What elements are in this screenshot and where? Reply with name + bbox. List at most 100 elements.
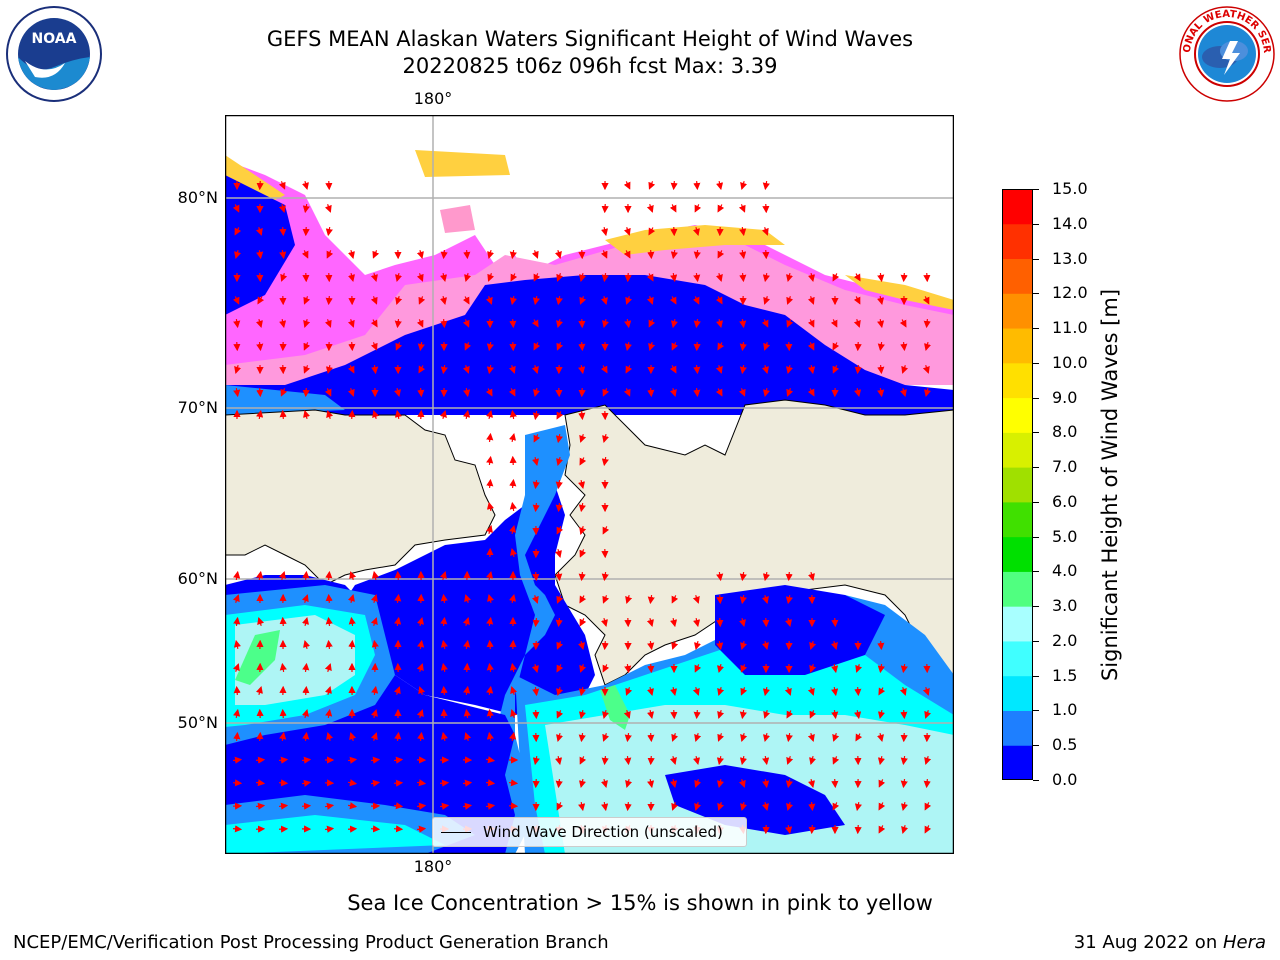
wind-wave-arrow [670,686,678,697]
wind-wave-arrow [532,755,540,766]
wind-wave-arrow [256,249,264,260]
wind-wave-arrow [555,755,563,766]
wind-wave-arrow [601,778,608,789]
wind-wave-arrow [347,825,358,833]
wind-wave-arrow [900,272,908,283]
wind-wave-arrow [601,571,609,582]
wind-wave-arrow [738,204,746,213]
wind-wave-arrow [854,387,862,398]
wind-wave-arrow [556,411,564,420]
wind-wave-arrow [509,409,517,420]
wind-wave-arrow [462,319,470,328]
wind-wave-arrow [692,687,700,696]
wind-wave-arrow [556,342,564,351]
wind-wave-arrow [762,755,770,766]
wind-wave-arrow [303,342,311,351]
wind-wave-arrow [625,595,633,604]
wind-wave-arrow [532,410,540,421]
chart-subtitle: 20220825 t06z 096h fcst Max: 3.39 [402,54,778,78]
wind-wave-arrow [347,365,355,374]
wind-wave-arrow [877,295,885,306]
wind-wave-arrow [831,778,839,789]
wind-wave-arrow [440,639,448,650]
nws-logo: NATIONAL WEATHER SERVICE [1178,5,1275,102]
wind-wave-arrow [763,710,771,719]
wind-wave-arrow [761,319,769,328]
wind-wave-arrow [533,434,541,443]
wind-wave-arrow [878,825,886,834]
wind-wave-arrow [762,249,770,260]
wind-wave-arrow [462,365,470,374]
wind-wave-arrow [647,755,655,766]
wind-wave-arrow [624,663,632,674]
wind-wave-arrow [808,801,816,812]
wind-wave-arrow [371,570,379,581]
wind-wave-arrow [809,641,817,650]
wind-wave-arrow [256,409,264,420]
wind-wave-arrow [394,593,402,604]
wind-wave-arrow [739,755,747,766]
wind-wave-arrow [302,203,310,214]
wind-wave-arrow [347,594,355,604]
wind-wave-arrow [900,709,908,720]
wind-wave-arrow [899,319,907,328]
wind-wave-arrow [347,319,355,328]
wind-wave-arrow [532,479,540,490]
wind-wave-arrow [532,709,540,720]
wind-wave-arrow [693,180,701,191]
wind-wave-arrow [370,296,378,305]
wind-wave-arrow [233,639,241,650]
wind-wave-arrow [694,779,702,788]
wind-wave-arrow [601,272,609,283]
wind-wave-arrow [601,640,609,651]
wind-wave-arrow [347,802,358,810]
wind-wave-arrow [693,617,701,628]
wind-wave-arrow [579,296,587,305]
colorbar-tick-label: 10.0 [1052,352,1088,372]
wind-wave-arrow [831,709,839,720]
wind-wave-arrow [485,296,493,305]
wind-wave-arrow [648,342,656,351]
wind-wave-arrow [693,364,701,375]
wind-wave-arrow [786,272,793,283]
wind-wave-arrow [579,457,587,466]
colorbar-segment [1002,328,1033,364]
wind-wave-arrow [278,571,286,580]
wind-wave-arrow [785,571,793,582]
wind-wave-arrow [256,570,264,581]
wind-wave-arrow [303,296,311,305]
colorbar-tick-label: 0.0 [1052,770,1078,789]
colorbar-tick-mark [1033,675,1039,677]
wind-wave-arrow [486,685,494,696]
wind-wave-arrow [715,388,723,397]
wind-wave-arrow [670,318,678,329]
graticule [225,115,954,854]
wind-wave-arrow [278,802,289,810]
wind-wave-arrow [832,802,840,811]
wind-wave-arrow [923,778,931,789]
wind-wave-arrow [555,778,563,789]
wind-wave-arrow [487,249,495,260]
wind-wave-arrow [532,617,540,628]
wind-wave-arrow [280,273,288,282]
wind-wave-arrow [716,571,724,582]
wind-wave-arrow [717,802,725,811]
wind-wave-arrow [510,686,518,695]
wind-wave-arrow [279,226,287,237]
wind-wave-arrow [693,318,701,329]
wind-wave-arrow [395,272,402,283]
wind-wave-arrow [255,686,263,696]
wind-wave-arrow [878,802,886,811]
wind-wave-arrow [556,732,563,743]
wind-wave-arrow [439,571,447,580]
wind-wave-arrow [533,387,540,398]
wind-wave-arrow [555,479,563,490]
wind-wave-arrow [417,639,425,650]
wind-wave-arrow [877,318,885,329]
wind-wave-arrow [738,388,746,397]
colorbar-segment [1002,640,1033,677]
lon-label-top: 180° [413,89,453,108]
wind-wave-arrow [785,824,793,835]
wind-wave-arrow [785,594,793,605]
wind-wave-arrow [486,409,493,420]
